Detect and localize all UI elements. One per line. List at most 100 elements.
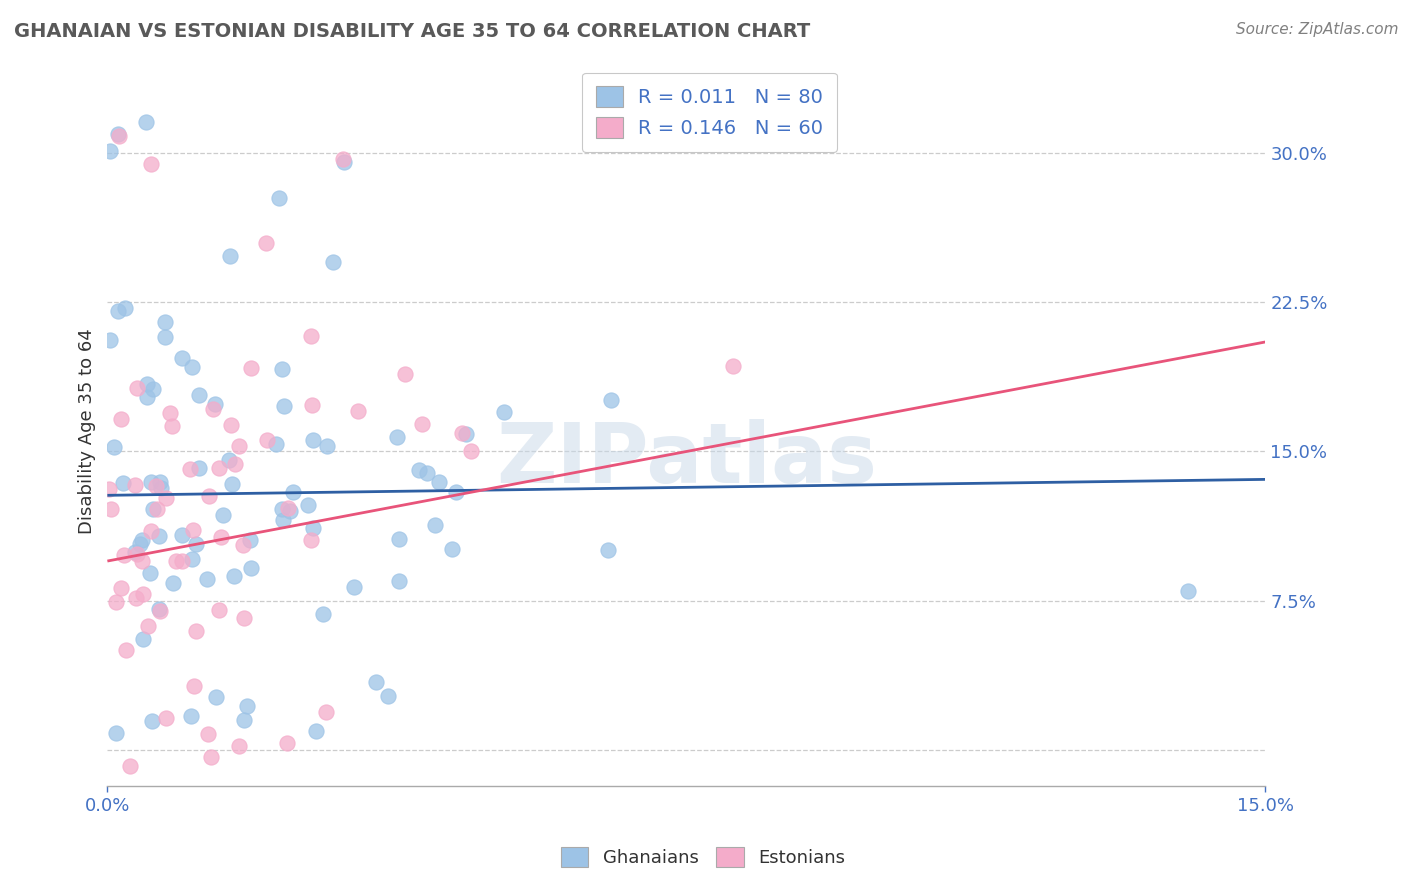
Point	[219, 418, 242, 433]
Point	[188, 461, 211, 475]
Point	[98, 144, 121, 158]
Point	[179, 462, 201, 476]
Point	[299, 533, 322, 548]
Point	[233, 611, 256, 625]
Point	[228, 739, 250, 753]
Legend: Ghanaians, Estonians: Ghanaians, Estonians	[554, 839, 852, 874]
Point	[239, 361, 262, 376]
Point	[198, 489, 221, 503]
Point	[142, 382, 165, 396]
Point	[125, 381, 148, 395]
Point	[170, 527, 193, 541]
Point	[170, 554, 193, 568]
Point	[197, 727, 219, 741]
Point	[108, 128, 131, 143]
Point	[186, 624, 208, 639]
Point	[271, 513, 294, 527]
Point	[721, 359, 744, 373]
Point	[131, 554, 153, 568]
Point	[149, 475, 172, 489]
Point	[387, 430, 409, 444]
Point	[388, 532, 411, 546]
Point	[297, 498, 319, 512]
Point	[273, 400, 295, 414]
Point	[267, 191, 290, 205]
Point	[239, 533, 262, 547]
Point	[228, 439, 250, 453]
Point	[276, 736, 298, 750]
Point	[492, 405, 515, 419]
Point	[408, 462, 430, 476]
Point	[302, 521, 325, 535]
Point	[148, 529, 170, 543]
Point	[270, 361, 292, 376]
Point	[120, 759, 142, 773]
Point	[153, 329, 176, 343]
Point	[180, 709, 202, 723]
Point	[111, 476, 134, 491]
Point	[132, 632, 155, 646]
Point	[128, 537, 150, 551]
Point	[127, 547, 149, 561]
Point	[1177, 584, 1199, 599]
Point	[132, 587, 155, 601]
Point	[264, 437, 287, 451]
Point	[104, 725, 127, 739]
Point	[440, 542, 463, 557]
Point	[256, 433, 278, 447]
Point	[107, 127, 129, 141]
Point	[416, 466, 439, 480]
Point	[180, 552, 202, 566]
Point	[98, 333, 121, 347]
Point	[394, 367, 416, 381]
Point	[107, 304, 129, 318]
Point	[218, 453, 240, 467]
Text: GHANAIAN VS ESTONIAN DISABILITY AGE 35 TO 64 CORRELATION CHART: GHANAIAN VS ESTONIAN DISABILITY AGE 35 T…	[14, 22, 810, 41]
Point	[142, 501, 165, 516]
Point	[183, 679, 205, 693]
Point	[186, 537, 208, 551]
Point	[312, 607, 335, 622]
Point	[411, 417, 433, 431]
Point	[155, 711, 177, 725]
Point	[162, 418, 184, 433]
Point	[148, 602, 170, 616]
Point	[131, 533, 153, 548]
Point	[114, 301, 136, 316]
Point	[125, 591, 148, 605]
Point	[221, 476, 243, 491]
Point	[232, 538, 254, 552]
Point	[124, 545, 146, 559]
Point	[333, 154, 356, 169]
Point	[315, 706, 337, 720]
Point	[114, 643, 136, 657]
Point	[280, 503, 302, 517]
Point	[281, 484, 304, 499]
Point	[145, 479, 167, 493]
Point	[343, 580, 366, 594]
Point	[112, 548, 135, 562]
Point	[209, 530, 232, 544]
Point	[98, 482, 121, 496]
Point	[105, 595, 128, 609]
Point	[460, 443, 482, 458]
Legend: R = 0.011   N = 80, R = 0.146   N = 60: R = 0.011 N = 80, R = 0.146 N = 60	[582, 72, 837, 152]
Point	[141, 714, 163, 729]
Point	[135, 390, 157, 404]
Point	[139, 156, 162, 170]
Y-axis label: Disability Age 35 to 64: Disability Age 35 to 64	[79, 328, 96, 534]
Point	[124, 478, 146, 492]
Point	[135, 377, 157, 392]
Point	[224, 458, 246, 472]
Point	[135, 115, 157, 129]
Point	[155, 315, 177, 329]
Point	[139, 524, 162, 538]
Point	[195, 572, 218, 586]
Point	[139, 475, 162, 489]
Point	[377, 690, 399, 704]
Point	[423, 517, 446, 532]
Point	[149, 604, 172, 618]
Point	[165, 554, 187, 568]
Point	[236, 699, 259, 714]
Point	[155, 491, 177, 505]
